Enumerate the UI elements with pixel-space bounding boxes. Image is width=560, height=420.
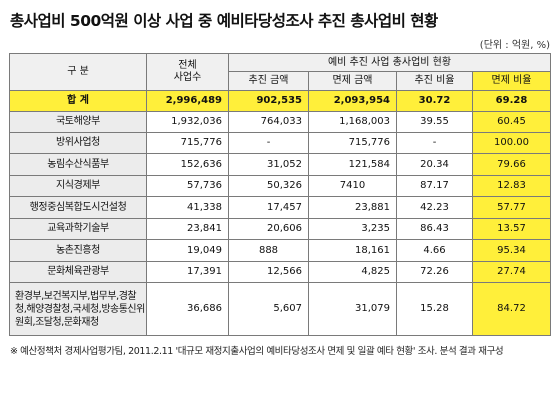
cell-promote-ratio: 42.23: [396, 196, 473, 219]
cell-exempt-ratio: 84.72: [472, 282, 551, 336]
header-group: 예비 추진 사업 총사업비 현황: [228, 53, 551, 72]
cell-promote: 12,566: [228, 261, 309, 283]
row-name: 문화체육관광부: [9, 261, 147, 283]
cell-promote: 888: [228, 239, 309, 262]
row-name: 국토해양부: [9, 111, 147, 133]
cell-exempt-ratio: 69.28: [472, 90, 551, 112]
row-name: 지식경제부: [9, 175, 147, 197]
row-name: 농림수산식품부: [9, 153, 147, 176]
cell-promote-ratio: 39.55: [396, 111, 473, 133]
row-name: 농촌진흥청: [9, 239, 147, 262]
cell-exempt: 31,079: [308, 282, 397, 336]
row-name: 행정중심복합도시건설청: [9, 196, 147, 219]
cell-total: 17,391: [146, 261, 229, 283]
table-row: 국토해양부 1,932,036 764,033 1,168,003 39.55 …: [9, 111, 551, 133]
source-note: ※ 예산정책처 경제사업평가팀, 2011.2.11 '대규모 재정지출사업의 …: [10, 346, 504, 357]
header-exempt-amount: 면제 금액: [308, 71, 397, 91]
cell-exempt-ratio: 12.83: [472, 175, 551, 197]
cell-total: 152,636: [146, 153, 229, 176]
table-row: 교육과학기술부 23,841 20,606 3,235 86.43 13.57: [9, 218, 551, 240]
cell-total: 57,736: [146, 175, 229, 197]
cell-exempt-ratio: 100.00: [472, 132, 551, 154]
row-name: 환경부,보건복지부,법무부,경찰청,해양경찰청,국세청,방송통신위원회,조달청,…: [9, 282, 147, 336]
cell-promote: 764,033: [228, 111, 309, 133]
cell-promote: -: [228, 132, 309, 154]
cell-exempt: 121,584: [308, 153, 397, 176]
cell-exempt-ratio: 27.74: [472, 261, 551, 283]
cell-exempt: 7410: [308, 175, 397, 197]
row-name: 교육과학기술부: [9, 218, 147, 240]
cell-exempt-ratio: 95.34: [472, 239, 551, 262]
row-name: 합 계: [9, 90, 147, 112]
header-promote-amount: 추진 금액: [228, 71, 309, 91]
cell-total: 2,996,489: [146, 90, 229, 112]
cell-promote-ratio: 4.66: [396, 239, 473, 262]
header-category: 구 분: [9, 53, 147, 91]
row-name: 방위사업청: [9, 132, 147, 154]
budget-table: 구 분 전체 사업수 예비 추진 사업 총사업비 현황 추진 금액 면제 금액 …: [9, 53, 551, 336]
cell-exempt-ratio: 60.45: [472, 111, 551, 133]
cell-total: 1,932,036: [146, 111, 229, 133]
cell-promote-ratio: -: [396, 132, 473, 154]
table-row: 방위사업청 715,776 - 715,776 - 100.00: [9, 132, 551, 154]
cell-exempt: 18,161: [308, 239, 397, 262]
header-exempt-ratio: 면제 비율: [472, 71, 551, 91]
table-row: 농촌진흥청 19,049 888 18,161 4.66 95.34: [9, 239, 551, 262]
cell-promote: 902,535: [228, 90, 309, 112]
header-total-line2: 사업수: [173, 72, 202, 83]
cell-promote: 17,457: [228, 196, 309, 219]
table-row: 농림수산식품부 152,636 31,052 121,584 20.34 79.…: [9, 153, 551, 176]
cell-total: 41,338: [146, 196, 229, 219]
cell-exempt: 715,776: [308, 132, 397, 154]
cell-exempt-ratio: 13.57: [472, 218, 551, 240]
table-row: 지식경제부 57,736 50,326 7410 87.17 12.83: [9, 175, 551, 197]
cell-promote: 50,326: [228, 175, 309, 197]
table-row: 행정중심복합도시건설청 41,338 17,457 23,881 42.23 5…: [9, 196, 551, 219]
cell-promote-ratio: 15.28: [396, 282, 473, 336]
header-promote-ratio: 추진 비율: [396, 71, 473, 91]
cell-promote: 20,606: [228, 218, 309, 240]
cell-exempt: 23,881: [308, 196, 397, 219]
cell-exempt-ratio: 57.77: [472, 196, 551, 219]
cell-promote: 5,607: [228, 282, 309, 336]
cell-exempt: 4,825: [308, 261, 397, 283]
page-title: 총사업비 500억원 이상 사업 중 예비타당성조사 추진 총사업비 현황: [10, 12, 438, 30]
cell-exempt: 1,168,003: [308, 111, 397, 133]
cell-total: 715,776: [146, 132, 229, 154]
cell-total: 36,686: [146, 282, 229, 336]
cell-promote-ratio: 87.17: [396, 175, 473, 197]
cell-promote-ratio: 20.34: [396, 153, 473, 176]
header-total-line1: 전체: [178, 60, 197, 71]
unit-label: (단위 : 억원, %): [479, 40, 550, 51]
cell-exempt: 2,093,954: [308, 90, 397, 112]
cell-exempt: 3,235: [308, 218, 397, 240]
cell-exempt-ratio: 79.66: [472, 153, 551, 176]
table-row: 문화체육관광부 17,391 12,566 4,825 72.26 27.74: [9, 261, 551, 283]
cell-total: 19,049: [146, 239, 229, 262]
header-total-projects: 전체 사업수: [146, 53, 229, 91]
table-row-total: 합 계 2,996,489 902,535 2,093,954 30.72 69…: [9, 90, 551, 112]
cell-total: 23,841: [146, 218, 229, 240]
cell-promote-ratio: 86.43: [396, 218, 473, 240]
cell-promote-ratio: 30.72: [396, 90, 473, 112]
cell-promote: 31,052: [228, 153, 309, 176]
table-row: 환경부,보건복지부,법무부,경찰청,해양경찰청,국세청,방송통신위원회,조달청,…: [9, 282, 551, 336]
cell-promote-ratio: 72.26: [396, 261, 473, 283]
